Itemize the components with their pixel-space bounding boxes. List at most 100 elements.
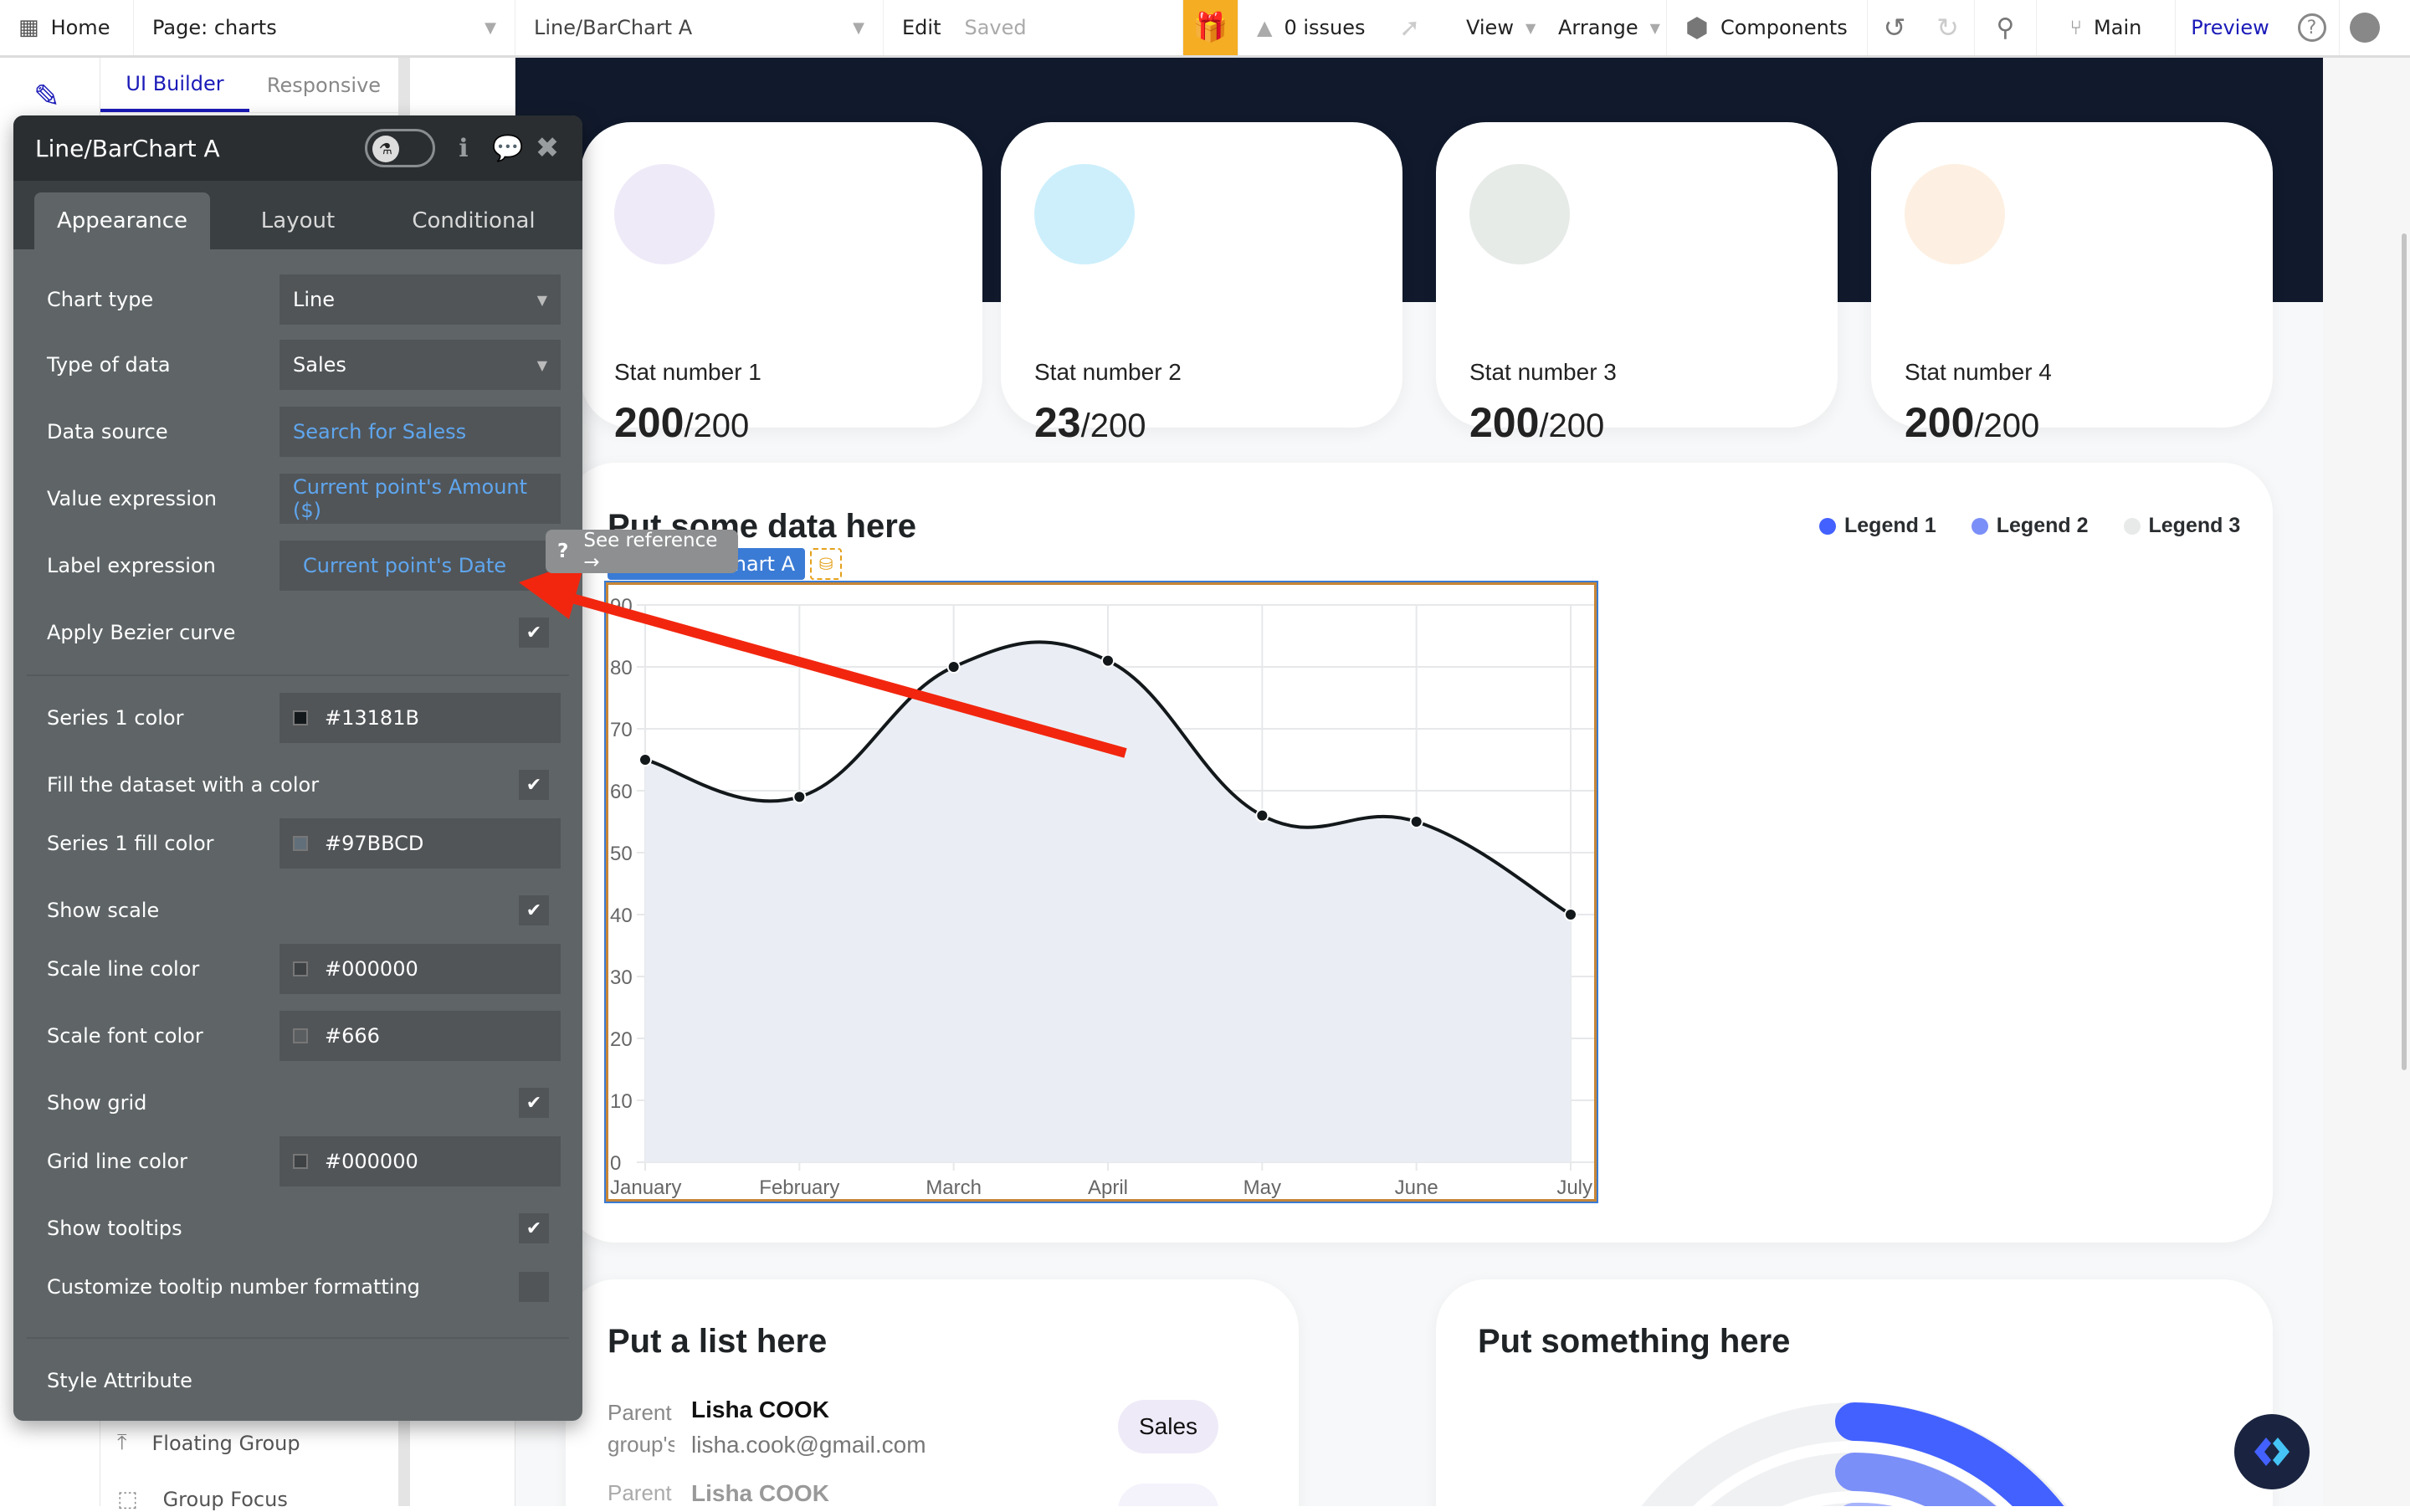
- undo-icon: ↺: [1883, 12, 1906, 44]
- stat-icon-circle: [614, 164, 715, 264]
- legend-swatch: [1819, 517, 1836, 535]
- property-editor: Line/BarChart A ⚗ ℹ 💬 ✖ Appearance Layou…: [13, 115, 582, 1421]
- edit-menu[interactable]: Edit Saved: [884, 0, 1183, 55]
- canvas-scrollbar[interactable]: [2323, 58, 2410, 1506]
- svg-text:50: 50: [610, 843, 633, 865]
- chevron-down-icon: ▼: [853, 18, 864, 37]
- bezier-checkbox[interactable]: ✔: [519, 618, 549, 648]
- preview-button[interactable]: Preview: [2191, 16, 2269, 39]
- gift-button[interactable]: 🎁: [1183, 0, 1238, 55]
- undo-button[interactable]: ↺: [1868, 0, 1921, 55]
- scale-line-color-picker[interactable]: #000000: [279, 944, 561, 994]
- test-mode-toggle[interactable]: ⚗: [365, 129, 435, 167]
- tab-layout[interactable]: Layout: [260, 208, 336, 233]
- prop-data-source: Data source Search for Saless: [47, 407, 561, 457]
- inspect-button[interactable]: ➚: [1381, 0, 1448, 55]
- element-selector[interactable]: Line/BarChart A ▼: [515, 0, 884, 55]
- prop-show-tooltips: Show tooltips ✔: [47, 1203, 549, 1253]
- show-scale-checkbox[interactable]: ✔: [519, 895, 549, 925]
- line-chart[interactable]: 0 10 20 30 40 50 60 70 80 90 January February March A…: [604, 581, 1598, 1203]
- tab-responsive[interactable]: Responsive: [266, 73, 382, 97]
- prop-fill-dataset: Fill the dataset with a color ✔: [47, 760, 549, 810]
- arrange-menu[interactable]: Arrange ▼: [1540, 0, 1667, 55]
- account-button[interactable]: [2340, 0, 2390, 55]
- search-button[interactable]: ⚲: [1975, 0, 2037, 55]
- chevron-down-icon: ▼: [485, 18, 496, 37]
- stat-card[interactable]: Stat number 4 200/200: [1871, 122, 2273, 446]
- fill-dataset-checkbox[interactable]: ✔: [519, 770, 549, 800]
- issues-button[interactable]: ▲ 0 issues: [1257, 16, 1366, 39]
- prop-grid-line-color: Grid line color #000000: [47, 1136, 561, 1187]
- list-item[interactable]: Parent group's Lisha COOK: [608, 1480, 1260, 1506]
- components-button[interactable]: ⬢ Components: [1667, 0, 1868, 55]
- svg-text:30: 30: [610, 966, 633, 989]
- series1-fill-picker[interactable]: #97BBCD: [279, 818, 561, 869]
- stat-icon-circle: [1469, 164, 1570, 264]
- info-icon[interactable]: ℹ: [459, 133, 469, 163]
- stat-card[interactable]: Stat number 3 200/200: [1436, 122, 1838, 446]
- svg-text:70: 70: [610, 719, 633, 741]
- stat-card[interactable]: Stat number 1 200/200: [581, 122, 982, 446]
- list-panel-title: Put a list here: [608, 1323, 828, 1360]
- chart-type-dropdown[interactable]: Line ▼: [279, 274, 561, 325]
- data-source-field[interactable]: Search for Saless: [279, 407, 561, 457]
- tree-item-group-focus[interactable]: ⬚ Group Focus: [117, 1487, 288, 1512]
- avatar-placeholder: Parent group's: [608, 1400, 674, 1457]
- tooltip-format-checkbox[interactable]: [519, 1272, 549, 1302]
- series1-color-picker[interactable]: #13181B: [279, 693, 561, 743]
- comment-icon[interactable]: 💬: [492, 133, 524, 163]
- close-icon[interactable]: ✖: [535, 131, 560, 165]
- home-button[interactable]: ▦ Home: [0, 0, 134, 55]
- tab-conditional[interactable]: Conditional: [412, 208, 536, 233]
- branch-icon: ⑂: [2069, 16, 2083, 39]
- show-grid-checkbox[interactable]: ✔: [519, 1088, 549, 1118]
- redo-icon: ↻: [1936, 12, 1959, 44]
- label-expression-field[interactable]: Current point's Date: [279, 541, 561, 591]
- branch-button[interactable]: ⑂ Main: [2037, 0, 2176, 55]
- tab-appearance[interactable]: Appearance: [34, 192, 210, 249]
- show-tooltips-checkbox[interactable]: ✔: [519, 1213, 549, 1243]
- chevron-down-icon: ▼: [1525, 19, 1536, 36]
- prop-value-expression: Value expression Current point's Amount …: [47, 474, 561, 524]
- svg-text:May: May: [1243, 1176, 1281, 1199]
- help-button[interactable]: ?: [2284, 0, 2340, 55]
- cursor-icon: ➚: [1399, 13, 1421, 43]
- scale-font-color-picker[interactable]: #666: [279, 1011, 561, 1061]
- type-of-data-dropdown[interactable]: Sales ▼: [279, 340, 561, 390]
- see-reference-link[interactable]: ? See reference →: [546, 530, 738, 573]
- grid-line-color-picker[interactable]: #000000: [279, 1136, 561, 1187]
- legend-item: Legend 1: [1819, 514, 1936, 538]
- prop-bezier: Apply Bezier curve ✔: [47, 607, 549, 658]
- assistant-button[interactable]: [2234, 1414, 2310, 1489]
- stat-card[interactable]: Stat number 2 23/200: [1001, 122, 1402, 446]
- svg-text:April: April: [1088, 1176, 1128, 1199]
- chevron-down-icon: ▼: [1649, 19, 1660, 36]
- legend-swatch: [2123, 517, 2141, 535]
- prop-label-expression: Label expression Current point's Date: [47, 541, 561, 591]
- redo-button[interactable]: ↻: [1921, 0, 1975, 55]
- legend-swatch: [1971, 517, 1988, 535]
- scrollbar-thumb[interactable]: [2402, 233, 2407, 1070]
- value-expression-field[interactable]: Current point's Amount ($): [279, 474, 561, 524]
- database-icon[interactable]: ⛁: [810, 548, 842, 580]
- prop-scale-line-color: Scale line color #000000: [47, 944, 561, 994]
- list-item[interactable]: Parent group's Lisha COOK lisha.cook@gma…: [608, 1397, 1260, 1480]
- prop-style-attribute[interactable]: Style Attribute: [47, 1369, 192, 1392]
- group-focus-icon: ⬚: [117, 1487, 138, 1512]
- prop-show-grid: Show grid ✔: [47, 1078, 549, 1128]
- tab-ui-builder[interactable]: UI Builder: [100, 58, 249, 112]
- page-canvas: Stat number 1 200/200 Stat number 2 23/2…: [515, 58, 2323, 1506]
- editor-tabs: Appearance Layout Conditional: [13, 181, 582, 249]
- stat-value: 200/200: [1905, 399, 2040, 446]
- view-menu[interactable]: View ▼: [1466, 16, 1536, 39]
- color-swatch: [293, 1154, 308, 1169]
- design-tab-icon[interactable]: ✎: [33, 78, 60, 115]
- section-divider: [27, 1337, 569, 1339]
- color-swatch: [293, 961, 308, 976]
- list-item-email: lisha.cook@gmail.com: [691, 1432, 926, 1458]
- prop-scale-font-color: Scale font color #666: [47, 1011, 561, 1061]
- editor-header[interactable]: Line/BarChart A ⚗ ℹ 💬 ✖: [13, 115, 582, 181]
- page-selector[interactable]: Page: charts ▼: [134, 0, 515, 55]
- tree-item-floating-group[interactable]: ⤒ Floating Group: [117, 1430, 300, 1455]
- svg-text:90: 90: [610, 595, 633, 618]
